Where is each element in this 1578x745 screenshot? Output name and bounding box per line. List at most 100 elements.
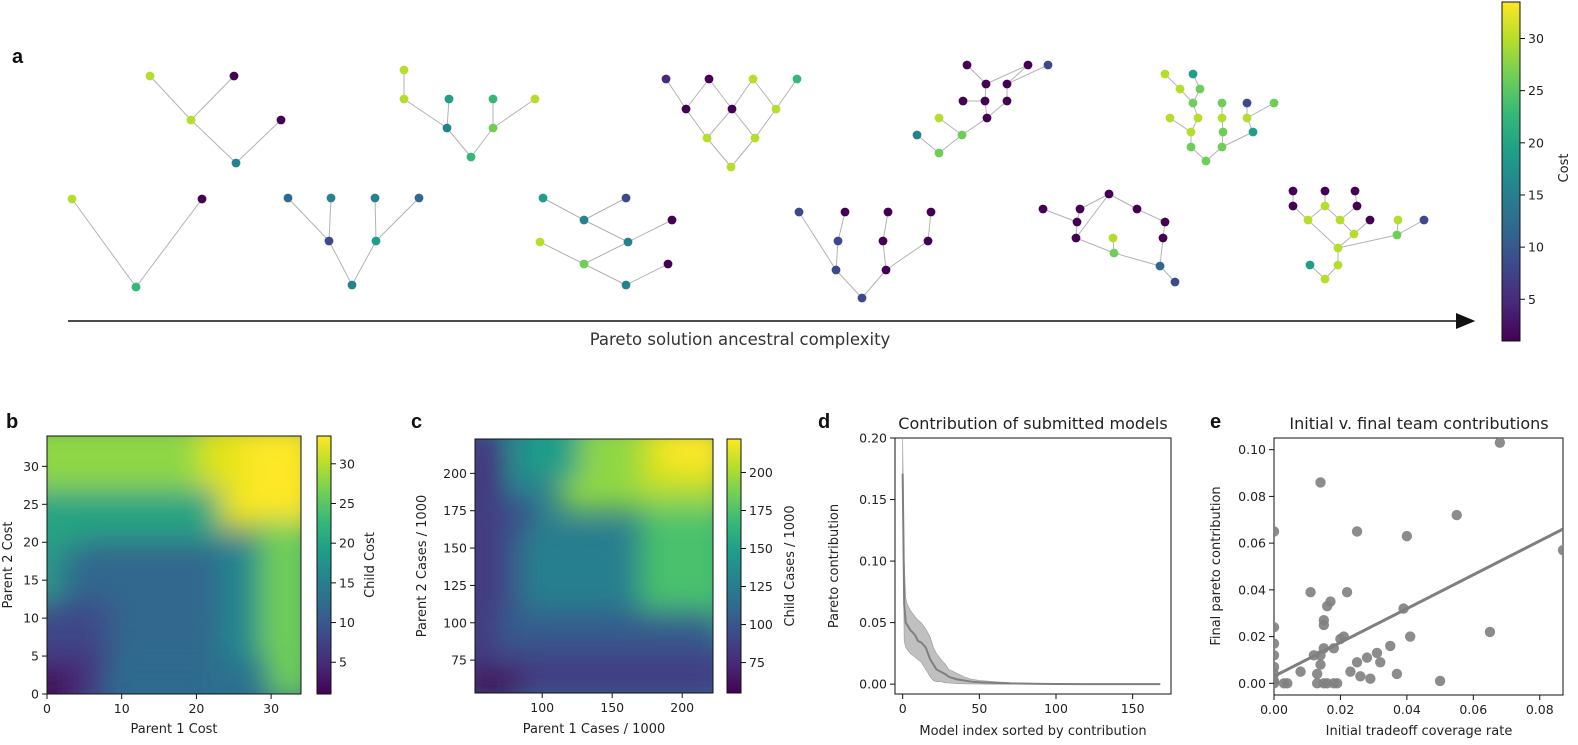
tree-node bbox=[1188, 69, 1198, 79]
tree-node bbox=[326, 193, 336, 203]
tree-edge bbox=[1108, 193, 1138, 210]
tree-node bbox=[1303, 215, 1313, 225]
b-x-tick-label: 0 bbox=[43, 701, 51, 716]
tree-node bbox=[1193, 113, 1203, 123]
c-y-tick-label: 75 bbox=[451, 653, 467, 668]
b-xlabel: Parent 1 Cost bbox=[130, 722, 217, 737]
tree-node bbox=[883, 207, 893, 217]
tree-edge bbox=[1006, 64, 1049, 85]
e-scatter-point bbox=[1274, 675, 1280, 687]
tree-node bbox=[1104, 189, 1114, 199]
e-scatter-point bbox=[1451, 509, 1462, 521]
c-x-tick-label: 150 bbox=[600, 700, 624, 715]
tree-edge bbox=[235, 119, 282, 164]
tree-edge bbox=[1396, 219, 1425, 236]
tree-edge bbox=[835, 240, 839, 271]
tree-edge bbox=[731, 108, 756, 139]
tree-node bbox=[1320, 186, 1330, 196]
tree-node bbox=[1288, 186, 1298, 196]
e-scatter-point bbox=[1305, 587, 1316, 598]
tree-node bbox=[276, 115, 286, 125]
tree-node bbox=[857, 293, 867, 303]
tree-node bbox=[1165, 113, 1175, 123]
panel-label-b: b bbox=[6, 411, 18, 433]
tree-edge bbox=[583, 241, 629, 265]
tree-node bbox=[442, 123, 452, 133]
tree-node bbox=[186, 115, 196, 125]
e-y-tick-label: 0.06 bbox=[1238, 536, 1266, 551]
b-y-tick-label: 25 bbox=[23, 497, 39, 512]
tree-edge bbox=[135, 198, 203, 288]
tree-node bbox=[1419, 215, 1429, 225]
e-x-tick-label: 0.08 bbox=[1526, 702, 1554, 717]
tree-node bbox=[67, 194, 77, 204]
tree-node bbox=[1023, 60, 1033, 70]
e-scatter-point bbox=[1385, 640, 1396, 652]
tree-node bbox=[538, 193, 548, 203]
tree-node bbox=[681, 104, 691, 114]
tree-node bbox=[488, 123, 498, 133]
tree-node bbox=[466, 152, 476, 162]
tree-node bbox=[1242, 98, 1252, 108]
tree-node bbox=[1288, 201, 1298, 211]
panel-label-e: e bbox=[1210, 411, 1221, 433]
d-x-tick-label: 0 bbox=[899, 701, 907, 716]
tree-node bbox=[370, 193, 380, 203]
e-scatter-point bbox=[1557, 544, 1563, 556]
tree-edge bbox=[1136, 208, 1166, 223]
tree-edge bbox=[625, 263, 669, 286]
panel-label-d: d bbox=[818, 411, 830, 433]
e-scatter-point bbox=[1391, 668, 1403, 680]
tree-node bbox=[399, 94, 409, 104]
tree-node bbox=[1188, 98, 1198, 108]
tree-edge bbox=[882, 211, 889, 242]
tree-edge bbox=[403, 98, 448, 129]
tree-node bbox=[145, 71, 155, 81]
tree-edge bbox=[1079, 193, 1110, 210]
tree-node bbox=[1043, 60, 1053, 70]
tree-node bbox=[1218, 127, 1228, 137]
tree-node bbox=[1333, 260, 1343, 270]
b-colorbar-tick-label: 25 bbox=[339, 496, 355, 511]
cost-colorbar-tick-label: 20 bbox=[1528, 135, 1544, 150]
tree-node bbox=[1175, 84, 1185, 94]
tree-node bbox=[727, 104, 737, 114]
b-colorbar bbox=[316, 435, 332, 695]
e-x-tick-label: 0.00 bbox=[1260, 702, 1288, 717]
tree-edge bbox=[731, 78, 754, 110]
e-scatter-point bbox=[1282, 678, 1293, 689]
ancestry-tree bbox=[1160, 69, 1279, 166]
tree-node bbox=[1217, 113, 1227, 123]
tree-node bbox=[934, 148, 944, 158]
d-xlabel: Model index sorted by contribution bbox=[919, 724, 1146, 739]
panel-label-a: a bbox=[12, 46, 24, 68]
b-y-tick-label: 5 bbox=[31, 649, 39, 664]
e-x-tick-label: 0.02 bbox=[1327, 702, 1355, 717]
d-y-tick-label: 0.20 bbox=[859, 431, 887, 446]
tree-edge bbox=[752, 78, 777, 110]
d-x-tick-label: 50 bbox=[971, 701, 987, 716]
tree-node bbox=[444, 94, 454, 104]
tree-edge bbox=[351, 240, 377, 286]
tree-node bbox=[1242, 113, 1252, 123]
c-ylabel: Parent 2 Cases / 1000 bbox=[415, 495, 430, 637]
tree-edge bbox=[1159, 237, 1164, 267]
b-y-tick-label: 20 bbox=[23, 535, 39, 550]
tree-node bbox=[371, 236, 381, 246]
tree-edge bbox=[583, 197, 627, 221]
tree-edge bbox=[938, 117, 963, 136]
tree-edge bbox=[685, 78, 710, 110]
tree-node bbox=[623, 237, 633, 247]
d-x-tick-label: 150 bbox=[1121, 701, 1145, 716]
e-scatter-point bbox=[1355, 671, 1366, 682]
b-colorbar-tick-label: 5 bbox=[339, 655, 347, 670]
tree-node bbox=[923, 236, 933, 246]
tree-edge bbox=[542, 197, 585, 221]
e-scatter-point bbox=[1295, 666, 1306, 677]
cost-colorbar-tick-label: 5 bbox=[1528, 292, 1536, 307]
tree-node bbox=[1333, 243, 1343, 253]
tree-node bbox=[229, 71, 239, 81]
tree-edge bbox=[328, 197, 332, 242]
e-y-tick-label: 0.02 bbox=[1238, 629, 1266, 644]
e-scatter-point bbox=[1311, 678, 1323, 689]
